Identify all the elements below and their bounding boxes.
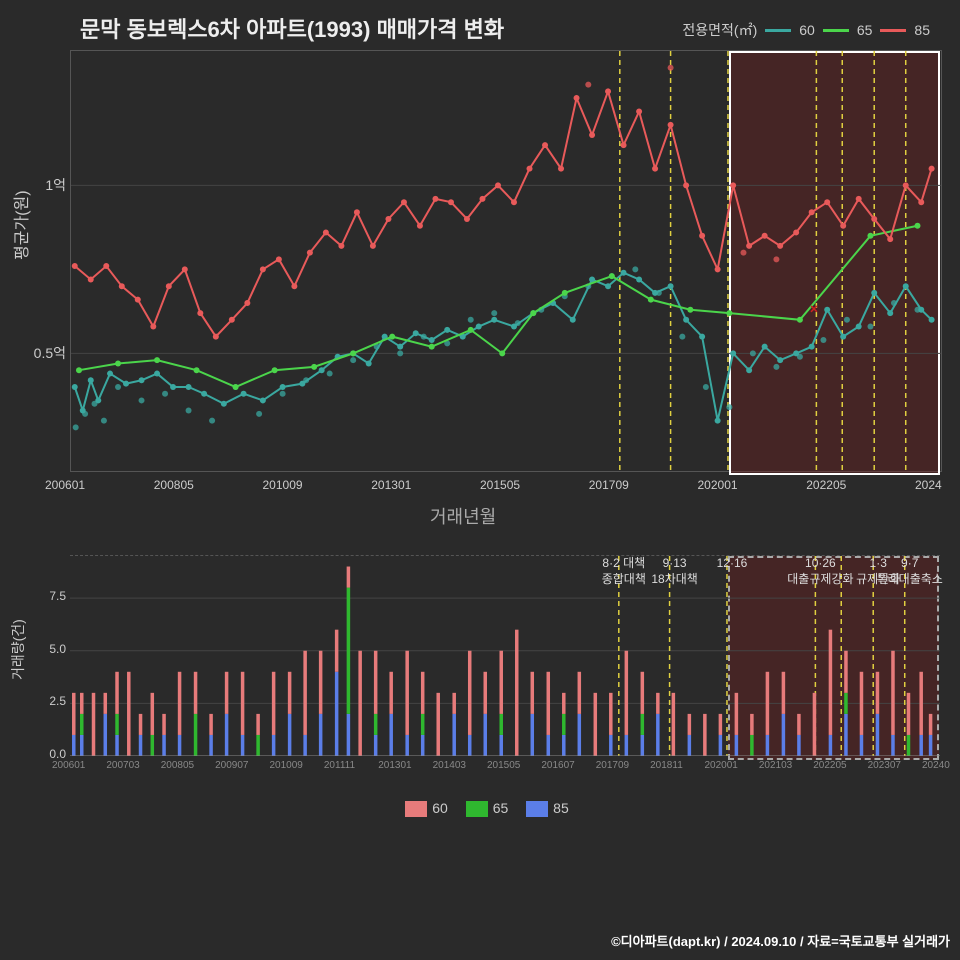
ytick2: 7.5 xyxy=(6,589,66,603)
chart-page: 문막 동보렉스6차 아파트(1993) 매매가격 변화 전용면적(㎡) 60 6… xyxy=(0,0,960,960)
y-axis-label-top: 평균가(원) xyxy=(8,190,32,260)
legend-line-60 xyxy=(765,29,791,32)
price-chart: × xyxy=(70,50,942,472)
x-axis-label: 거래년월 xyxy=(430,503,496,529)
xtick2: 200601 xyxy=(52,760,85,771)
price-chart-svg: × xyxy=(71,51,941,471)
xtick2: 202307 xyxy=(868,760,901,771)
xtick2: 200703 xyxy=(106,760,139,771)
xtick: 201009 xyxy=(263,478,303,492)
xtick2: 20240 xyxy=(922,760,950,771)
xtick: 202205 xyxy=(806,478,846,492)
xtick: 201709 xyxy=(589,478,629,492)
ytick: 0.5억 xyxy=(6,343,66,363)
xtick2: 201009 xyxy=(270,760,303,771)
xtick2: 201607 xyxy=(541,760,574,771)
chart-title: 문막 동보렉스6차 아파트(1993) 매매가격 변화 xyxy=(80,12,504,44)
legend-sq-65 xyxy=(466,801,488,817)
xtick: 201301 xyxy=(371,478,411,492)
legend-bot-85: 85 xyxy=(553,800,569,816)
legend-label-85: 85 xyxy=(914,22,930,38)
xtick2: 200805 xyxy=(161,760,194,771)
xtick2: 202001 xyxy=(705,760,738,771)
ytick2: 5.0 xyxy=(6,642,66,656)
legend-line-65 xyxy=(823,29,849,32)
xtick: 200601 xyxy=(45,478,85,492)
legend-sq-85 xyxy=(526,801,548,817)
legend-top-label: 전용면적(㎡) xyxy=(682,20,757,40)
svg-text:×: × xyxy=(810,301,818,317)
legend-bottom: 60 65 85 xyxy=(0,800,960,817)
xtick2: 201403 xyxy=(433,760,466,771)
xtick2: 201709 xyxy=(596,760,629,771)
xtick: 200805 xyxy=(154,478,194,492)
xtick2: 202205 xyxy=(813,760,846,771)
xtick2: 200907 xyxy=(215,760,248,771)
legend-top: 전용면적(㎡) 60 65 85 xyxy=(682,20,930,40)
legend-label-65: 65 xyxy=(857,22,873,38)
legend-label-60: 60 xyxy=(799,22,815,38)
policy-annotation: 9·7특례대출축소 xyxy=(870,556,950,587)
xtick: 2024 xyxy=(915,478,942,492)
xtick2: 201111 xyxy=(324,760,355,771)
ytick2: 0.0 xyxy=(6,747,66,761)
credit-text: ©디아파트(dapt.kr) / 2024.09.10 / 자료=국토교통부 실… xyxy=(611,931,950,950)
xtick: 201505 xyxy=(480,478,520,492)
legend-sq-60 xyxy=(405,801,427,817)
xtick2: 201301 xyxy=(378,760,411,771)
legend-bot-65: 65 xyxy=(493,800,509,816)
xtick: 202001 xyxy=(698,478,738,492)
ytick: 1억 xyxy=(6,175,66,195)
xtick2: 201505 xyxy=(487,760,520,771)
xtick2: 202103 xyxy=(759,760,792,771)
ytick2: 2.5 xyxy=(6,694,66,708)
legend-line-85 xyxy=(880,29,906,32)
legend-bot-60: 60 xyxy=(432,800,448,816)
xtick2: 201811 xyxy=(650,760,683,771)
policy-annotation: 12·16 xyxy=(692,556,772,572)
